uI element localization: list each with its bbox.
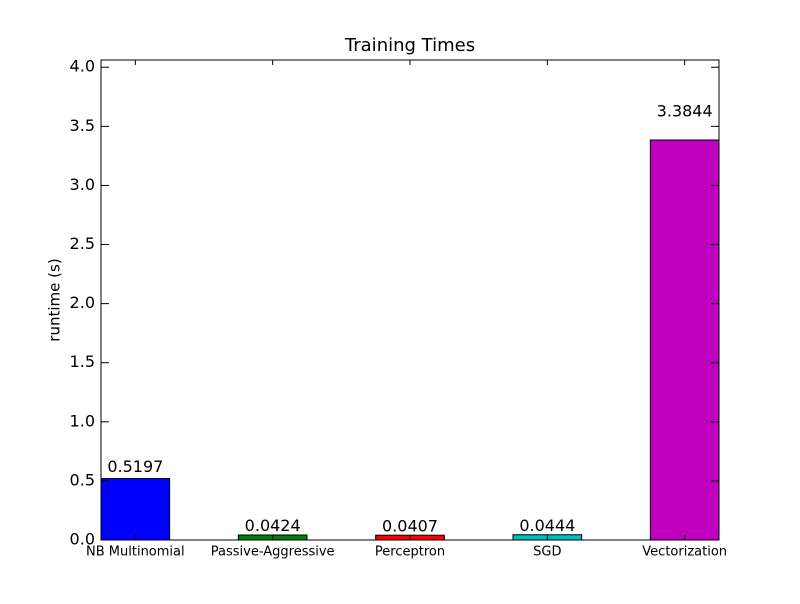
y-axis-label: runtime (s) (46, 258, 64, 341)
x-tick-label: NB Multinomial (86, 545, 185, 560)
y-tick-label: 3.5 (70, 116, 95, 135)
y-tick-label: 4.0 (70, 57, 95, 76)
bar (649, 139, 720, 541)
x-tick-label: Passive-Aggressive (211, 545, 335, 560)
chart-title: Training Times (344, 35, 475, 56)
y-tick-label: 2.0 (70, 293, 95, 312)
bar (100, 478, 171, 541)
y-tick-label: 0.5 (70, 470, 95, 489)
value-label: 0.0444 (519, 516, 575, 535)
x-tick-label: SGD (533, 545, 561, 560)
y-tick-label: 0.0 (70, 530, 95, 549)
value-label: 0.0407 (382, 516, 438, 535)
plot-frame (100, 59, 720, 541)
y-tick-label: 2.5 (70, 234, 95, 253)
y-tick-label: 3.0 (70, 175, 95, 194)
value-label: 0.5197 (107, 457, 163, 476)
x-tick-label: Perceptron (375, 545, 445, 560)
y-tick-label: 1.5 (70, 352, 95, 371)
y-tick-label: 1.0 (70, 411, 95, 430)
x-tick-label: Vectorization (642, 545, 727, 560)
value-label: 0.0424 (245, 516, 301, 535)
value-label: 3.3844 (657, 102, 713, 121)
